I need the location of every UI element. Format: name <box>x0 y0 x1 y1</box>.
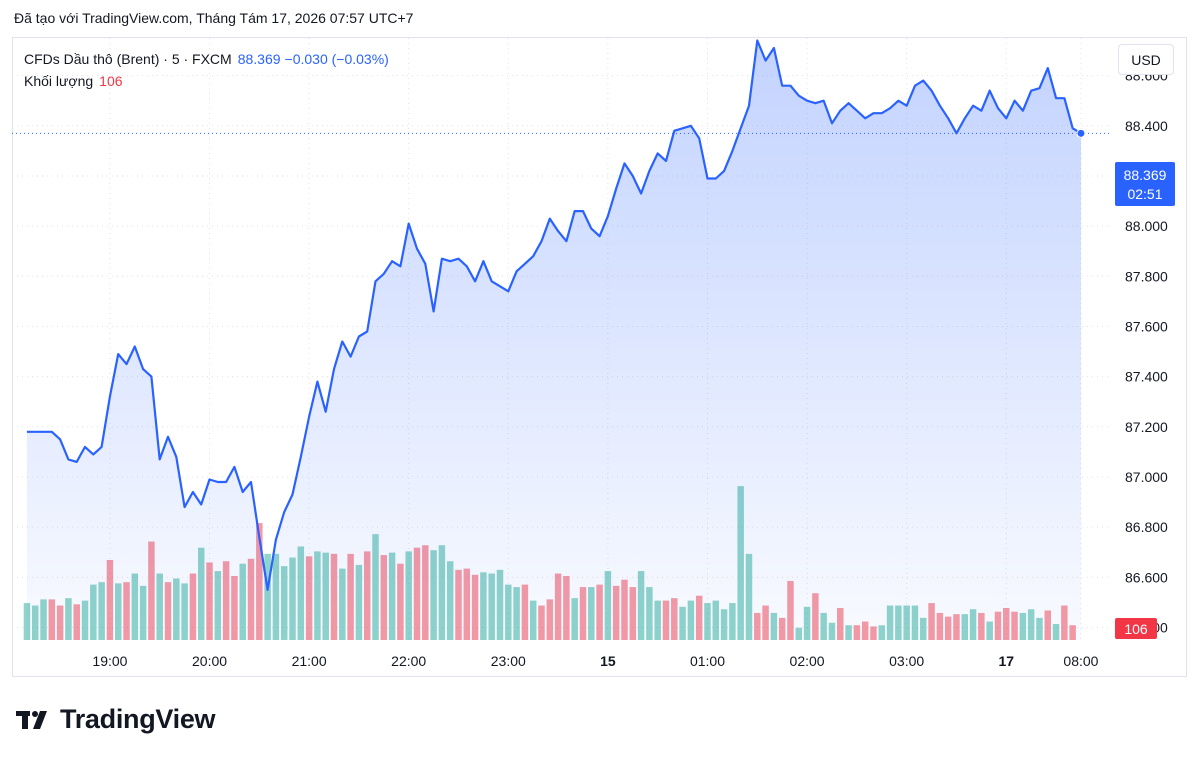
tradingview-logo-text: TradingView <box>60 704 216 734</box>
y-tick-label: 86.600 <box>1125 569 1168 585</box>
chart-legend: CFDs Dầu thô (Brent) · 5 · FXCM 88.369 −0.… <box>24 48 389 92</box>
x-tick-label: 08:00 <box>1063 653 1098 669</box>
last-price-badge: 88.369 02:51 <box>1115 162 1175 206</box>
volume-badge-value: 106 <box>1124 621 1148 637</box>
volume-value: 106 <box>99 73 123 89</box>
y-tick-label: 87.200 <box>1125 419 1168 435</box>
x-tick-label: 01:00 <box>690 653 725 669</box>
last-price-dot <box>1076 128 1086 138</box>
y-tick-label: 88.000 <box>1125 218 1168 234</box>
x-tick-label: 22:00 <box>391 653 426 669</box>
bar-countdown: 02:51 <box>1127 186 1162 202</box>
legend-row-price: CFDs Dầu thô (Brent) · 5 · FXCM 88.369 −0.… <box>24 48 389 70</box>
y-tick-label: 86.800 <box>1125 519 1168 535</box>
y-tick-label: 87.400 <box>1125 369 1168 385</box>
tradingview-logo[interactable]: TradingView <box>16 704 216 735</box>
legend-row-volume: Khối lượng 106 <box>24 70 389 92</box>
chart-frame <box>12 37 1187 677</box>
x-tick-label: 19:00 <box>92 653 127 669</box>
x-tick-label: 21:00 <box>292 653 327 669</box>
y-tick-label: 87.600 <box>1125 318 1168 334</box>
x-tick-label: 15 <box>600 653 616 669</box>
symbol-label[interactable]: CFDs Dầu thô (Brent) · 5 · FXCM <box>24 51 232 67</box>
x-tick-label: 17 <box>998 653 1014 669</box>
y-tick-label: 87.800 <box>1125 268 1168 284</box>
x-tick-label: 20:00 <box>192 653 227 669</box>
tradingview-logo-icon <box>16 710 47 729</box>
x-axis: 19:00 20:00 21:00 22:00 23:00 15 01:00 02:00 03:… <box>92 653 1098 669</box>
y-tick-label: 88.400 <box>1125 118 1168 134</box>
chart-caption: Đã tạo với TradingView.com, Tháng Tám 17… <box>14 10 414 26</box>
x-tick-label: 23:00 <box>491 653 526 669</box>
legend-change: −0.030 (−0.03%) <box>284 51 389 67</box>
volume-label[interactable]: Khối lượng <box>24 73 94 89</box>
y-axis: 88.60088.40088.20088.00087.80087.60087.4… <box>1125 68 1168 636</box>
x-tick-label: 03:00 <box>889 653 924 669</box>
price-line <box>26 39 1082 591</box>
y-tick-label: 87.000 <box>1125 469 1168 485</box>
x-tick-label: 02:00 <box>790 653 825 669</box>
last-price-value: 88.369 <box>1124 167 1167 183</box>
currency-button[interactable]: USD <box>1118 44 1174 75</box>
legend-price: 88.369 <box>237 51 281 67</box>
price-area-fill <box>26 40 1081 640</box>
volume-badge: 106 <box>1115 618 1157 639</box>
